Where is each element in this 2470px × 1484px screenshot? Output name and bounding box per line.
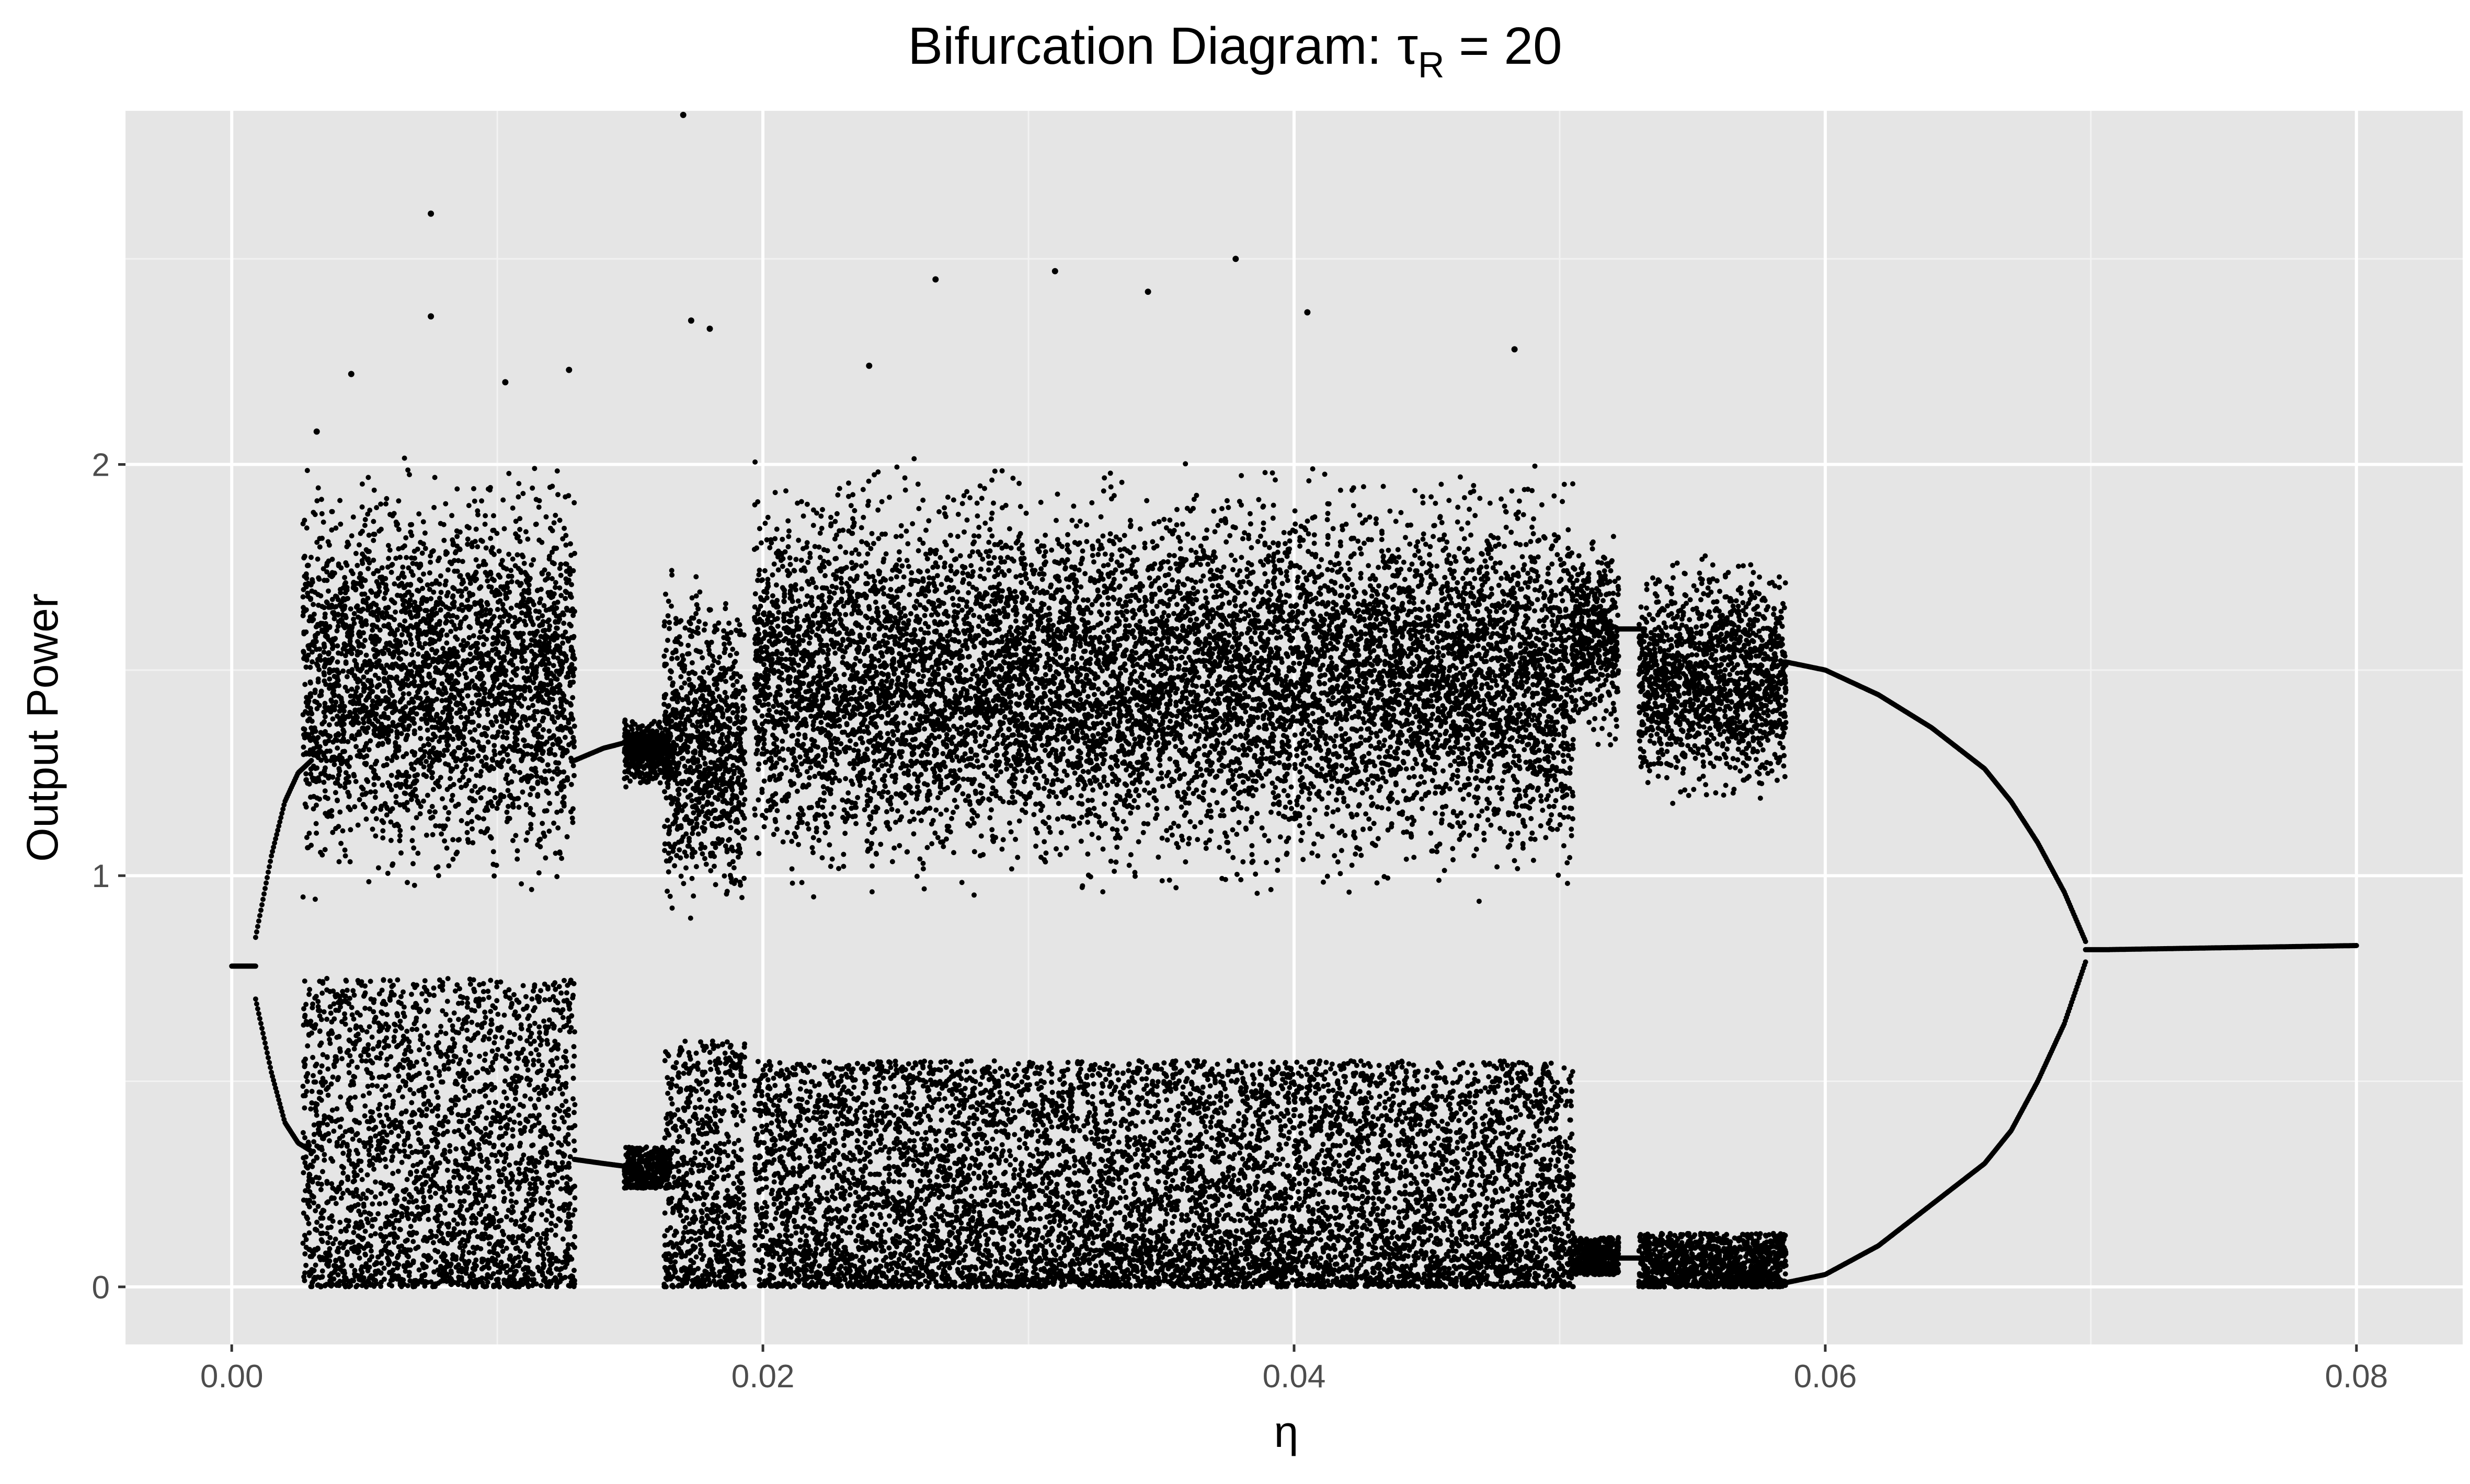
series-points	[571, 1157, 638, 1170]
series-points	[1615, 626, 1648, 632]
series-points	[1570, 534, 1621, 1278]
x-tick-label: 0.08	[2325, 1359, 2388, 1395]
chart-title-text: Bifurcation Diagram:	[908, 17, 1381, 75]
series-fixed-point	[229, 963, 258, 969]
axis-layer: 0.00 0.02 0.04 0.06 0.08 0 1 2	[92, 447, 2388, 1395]
series-points	[229, 963, 258, 969]
series-chaotic-band	[751, 256, 1576, 1290]
y-tick-label: 1	[92, 858, 110, 894]
series-period-2-lower-branch	[571, 1157, 638, 1170]
series-points	[571, 737, 638, 763]
chart-title: Bifurcation Diagram: τR = 20	[908, 17, 1562, 85]
series-chaotic-island	[1636, 553, 1789, 1290]
series-chaotic-band	[661, 111, 748, 1290]
series-points	[300, 210, 578, 1290]
series-points	[253, 996, 314, 1154]
series-period-2-lower-branch	[253, 996, 314, 1154]
chart-title-suffix: = 20	[1444, 17, 1562, 75]
series-chaotic-band	[300, 210, 578, 1290]
x-tick-label: 0.04	[1263, 1359, 1326, 1395]
series-narrow-chaotic-band	[1570, 534, 1621, 1278]
chart-title-subscript: R	[1418, 44, 1445, 85]
x-axis-title: η	[1274, 1407, 1299, 1456]
series-points	[1636, 553, 1789, 1290]
series-points	[661, 111, 748, 1290]
series-points	[751, 256, 1576, 1290]
y-tick-label: 0	[92, 1270, 110, 1306]
series-points	[253, 757, 314, 940]
chart-title-symbol: τ	[1397, 17, 1418, 75]
series-period-2-upper-branch	[253, 757, 314, 940]
points-layer	[229, 111, 2359, 1290]
series-points	[2083, 942, 2359, 952]
x-tick-label: 0.06	[1794, 1359, 1857, 1395]
series-period-2-upper-branch	[1615, 626, 1648, 632]
x-tick-label: 0.02	[731, 1359, 795, 1395]
x-tick-label: 0.00	[200, 1359, 264, 1395]
y-tick-label: 2	[92, 447, 110, 484]
series-period-2-upper-branch	[571, 737, 638, 763]
series-fixed-point	[2083, 942, 2359, 952]
y-axis-title: Output Power	[18, 593, 67, 862]
